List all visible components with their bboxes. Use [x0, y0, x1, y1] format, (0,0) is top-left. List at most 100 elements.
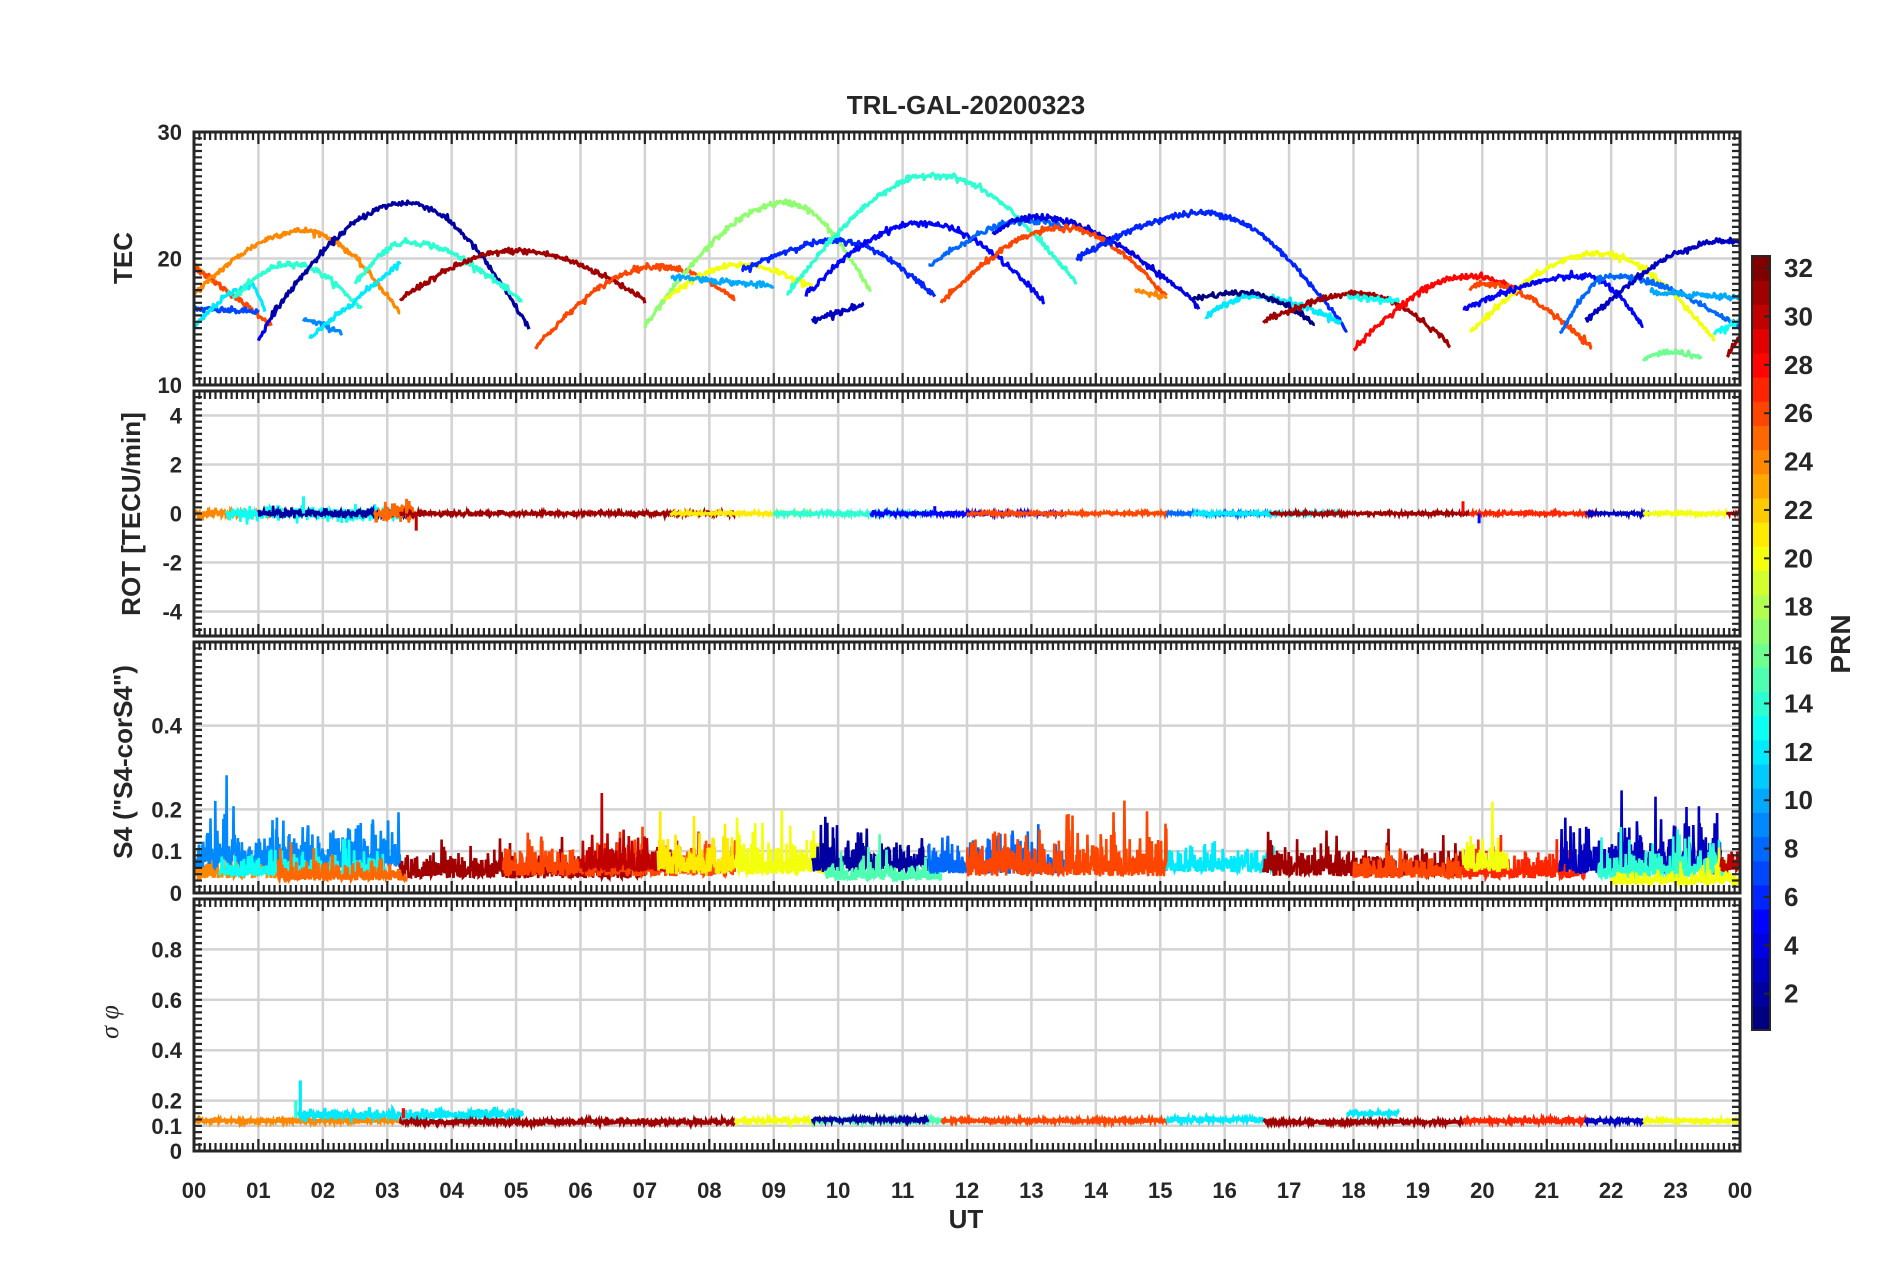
rot-y-ticks: -4 -2 0 2 4: [162, 404, 182, 625]
colorbar-swatch: [1752, 715, 1770, 741]
tec-series-prn-31: [1262, 289, 1452, 349]
axes-ticks: [192, 640, 1742, 895]
colorbar-swatch: [1752, 449, 1770, 475]
tec-series-prn-13: [1346, 293, 1401, 305]
colorbar-tick-label: 22: [1784, 495, 1813, 525]
x-tick-label: 01: [246, 1178, 270, 1203]
x-tick-label: 16: [1212, 1178, 1236, 1203]
colorbar-swatch: [1752, 352, 1770, 378]
colorbar-swatch: [1752, 933, 1770, 959]
colorbar-swatch: [1752, 884, 1770, 910]
colorbar-swatch: [1752, 691, 1770, 717]
colorbar-swatch: [1752, 522, 1770, 547]
y-tick-label: 0.2: [151, 797, 182, 822]
sigma-y-label: σ φ: [95, 1005, 124, 1039]
y-tick-label: 0.8: [151, 937, 182, 962]
tec-series-prn-26: [939, 223, 1168, 304]
tec-series-prn-16: [1642, 348, 1703, 362]
colorbar-swatch: [1752, 328, 1770, 354]
x-tick-label: 12: [955, 1178, 979, 1203]
colorbar-swatch: [1752, 909, 1770, 934]
tec-lines: [192, 171, 1742, 362]
colorbar-swatch: [1752, 497, 1770, 523]
s4-series-prn-20: [1461, 801, 1510, 873]
tec-series-prn-31: [398, 246, 647, 304]
x-tick-label: 05: [504, 1178, 528, 1203]
sigma-series-prn-26: [940, 1112, 1169, 1129]
y-tick-label: 0.4: [151, 1038, 182, 1063]
panel-rot: -4 -2 0 2 4 ROT [TECU/min]: [116, 389, 1742, 638]
tec-series-prn-3: [810, 301, 865, 325]
sigma-y-ticks: 00.10.2 0.4 0.6 0.8: [151, 937, 182, 1164]
x-tick-label: 18: [1341, 1178, 1365, 1203]
sigma-series-prn-3: [1583, 1114, 1645, 1130]
colorbar-swatch: [1752, 860, 1770, 886]
s4-series-prn-14: [1597, 826, 1728, 883]
tec-series-prn-2: [269, 199, 531, 330]
sigma-grid: [194, 899, 1740, 1151]
colorbar-tick-label: 16: [1784, 640, 1813, 670]
colorbar-frame: [1751, 255, 1771, 1031]
x-tick-label: 07: [633, 1178, 657, 1203]
x-tick-label: 15: [1148, 1178, 1172, 1203]
colorbar-tick-label: 8: [1784, 834, 1798, 864]
sigma-series-prn-31: [1262, 1114, 1465, 1130]
tec-series-prn-14: [786, 171, 1078, 296]
colorbar-tick-label: 20: [1784, 543, 1813, 573]
s4-series-prn-26: [1352, 845, 1465, 881]
s4-series-prn-21: [656, 811, 737, 875]
y-tick-label: -4: [162, 600, 182, 625]
sigma-series-prn-27: [1461, 1112, 1587, 1129]
tec-series-prn-24: [1133, 288, 1168, 301]
colorbar-tick-label: 10: [1784, 785, 1813, 815]
x-tick-label: 04: [439, 1178, 464, 1203]
colorbar-tick-label: 28: [1784, 350, 1813, 380]
sigma-series-prn-2: [810, 1111, 930, 1128]
x-axis-label: UT: [949, 1204, 984, 1234]
x-tick-label: 10: [826, 1178, 850, 1203]
s4-series-prn-27: [1461, 834, 1587, 883]
x-tick-label: 02: [311, 1178, 335, 1203]
colorbar-swatch: [1752, 643, 1770, 668]
colorbar-swatch: [1752, 473, 1770, 499]
y-tick-label: 0.2: [151, 1089, 182, 1114]
colorbar-tick-label: 4: [1784, 930, 1799, 960]
tec-series-prn-14: [231, 260, 363, 310]
colorbar-tick-label: 24: [1784, 447, 1813, 477]
s4-series-prn-9: [192, 775, 402, 872]
x-tick-label: 00: [182, 1178, 206, 1203]
tec-series-prn-6: [740, 236, 937, 298]
x-tick-label: 03: [375, 1178, 399, 1203]
axes-ticks: [192, 897, 1742, 1153]
colorbar-swatch: [1752, 667, 1770, 692]
s4-series-prn-12: [1165, 841, 1278, 877]
colorbar-tick-label: 26: [1784, 398, 1813, 428]
rot-lines: [192, 496, 1742, 531]
colorbar-swatch: [1752, 957, 1770, 983]
rot-series-prn-20: [1642, 506, 1729, 520]
sigma-series-prn-12: [1346, 1106, 1400, 1121]
tec-series-prn-10: [1649, 287, 1742, 302]
x-tick-label: 11: [891, 1178, 914, 1203]
x-tick-label: 08: [697, 1178, 721, 1203]
x-tick-labels: 00 01 02 03 04 05 06 07 08 09 10 11 12 13 14 15 16 17 18 19…: [182, 1178, 1752, 1203]
sigma-series-prn-31: [398, 1112, 737, 1132]
tec-series-prn-12: [308, 260, 402, 340]
colorbar-swatch: [1752, 280, 1770, 305]
axes-ticks: [192, 130, 1742, 387]
colorbar-swatch: [1752, 594, 1770, 620]
panel-tec: 10 20 30 TEC: [108, 120, 1742, 398]
s4-frame: [192, 640, 1742, 895]
colorbar-tick-label: 32: [1784, 253, 1813, 283]
tec-series-prn-5: [1462, 269, 1644, 328]
rot-frame: [192, 389, 1742, 638]
colorbar-swatch: [1752, 981, 1770, 1007]
x-tick-label: 20: [1470, 1178, 1494, 1203]
sigma-series-prn-20: [1642, 1113, 1742, 1129]
y-tick-label: 4: [170, 404, 183, 429]
y-tick-label: 10: [158, 373, 182, 398]
colorbar-swatch: [1752, 376, 1770, 402]
rot-y-label: ROT [TECU/min]: [116, 412, 146, 616]
sigma-series-prn-12: [1165, 1111, 1265, 1127]
